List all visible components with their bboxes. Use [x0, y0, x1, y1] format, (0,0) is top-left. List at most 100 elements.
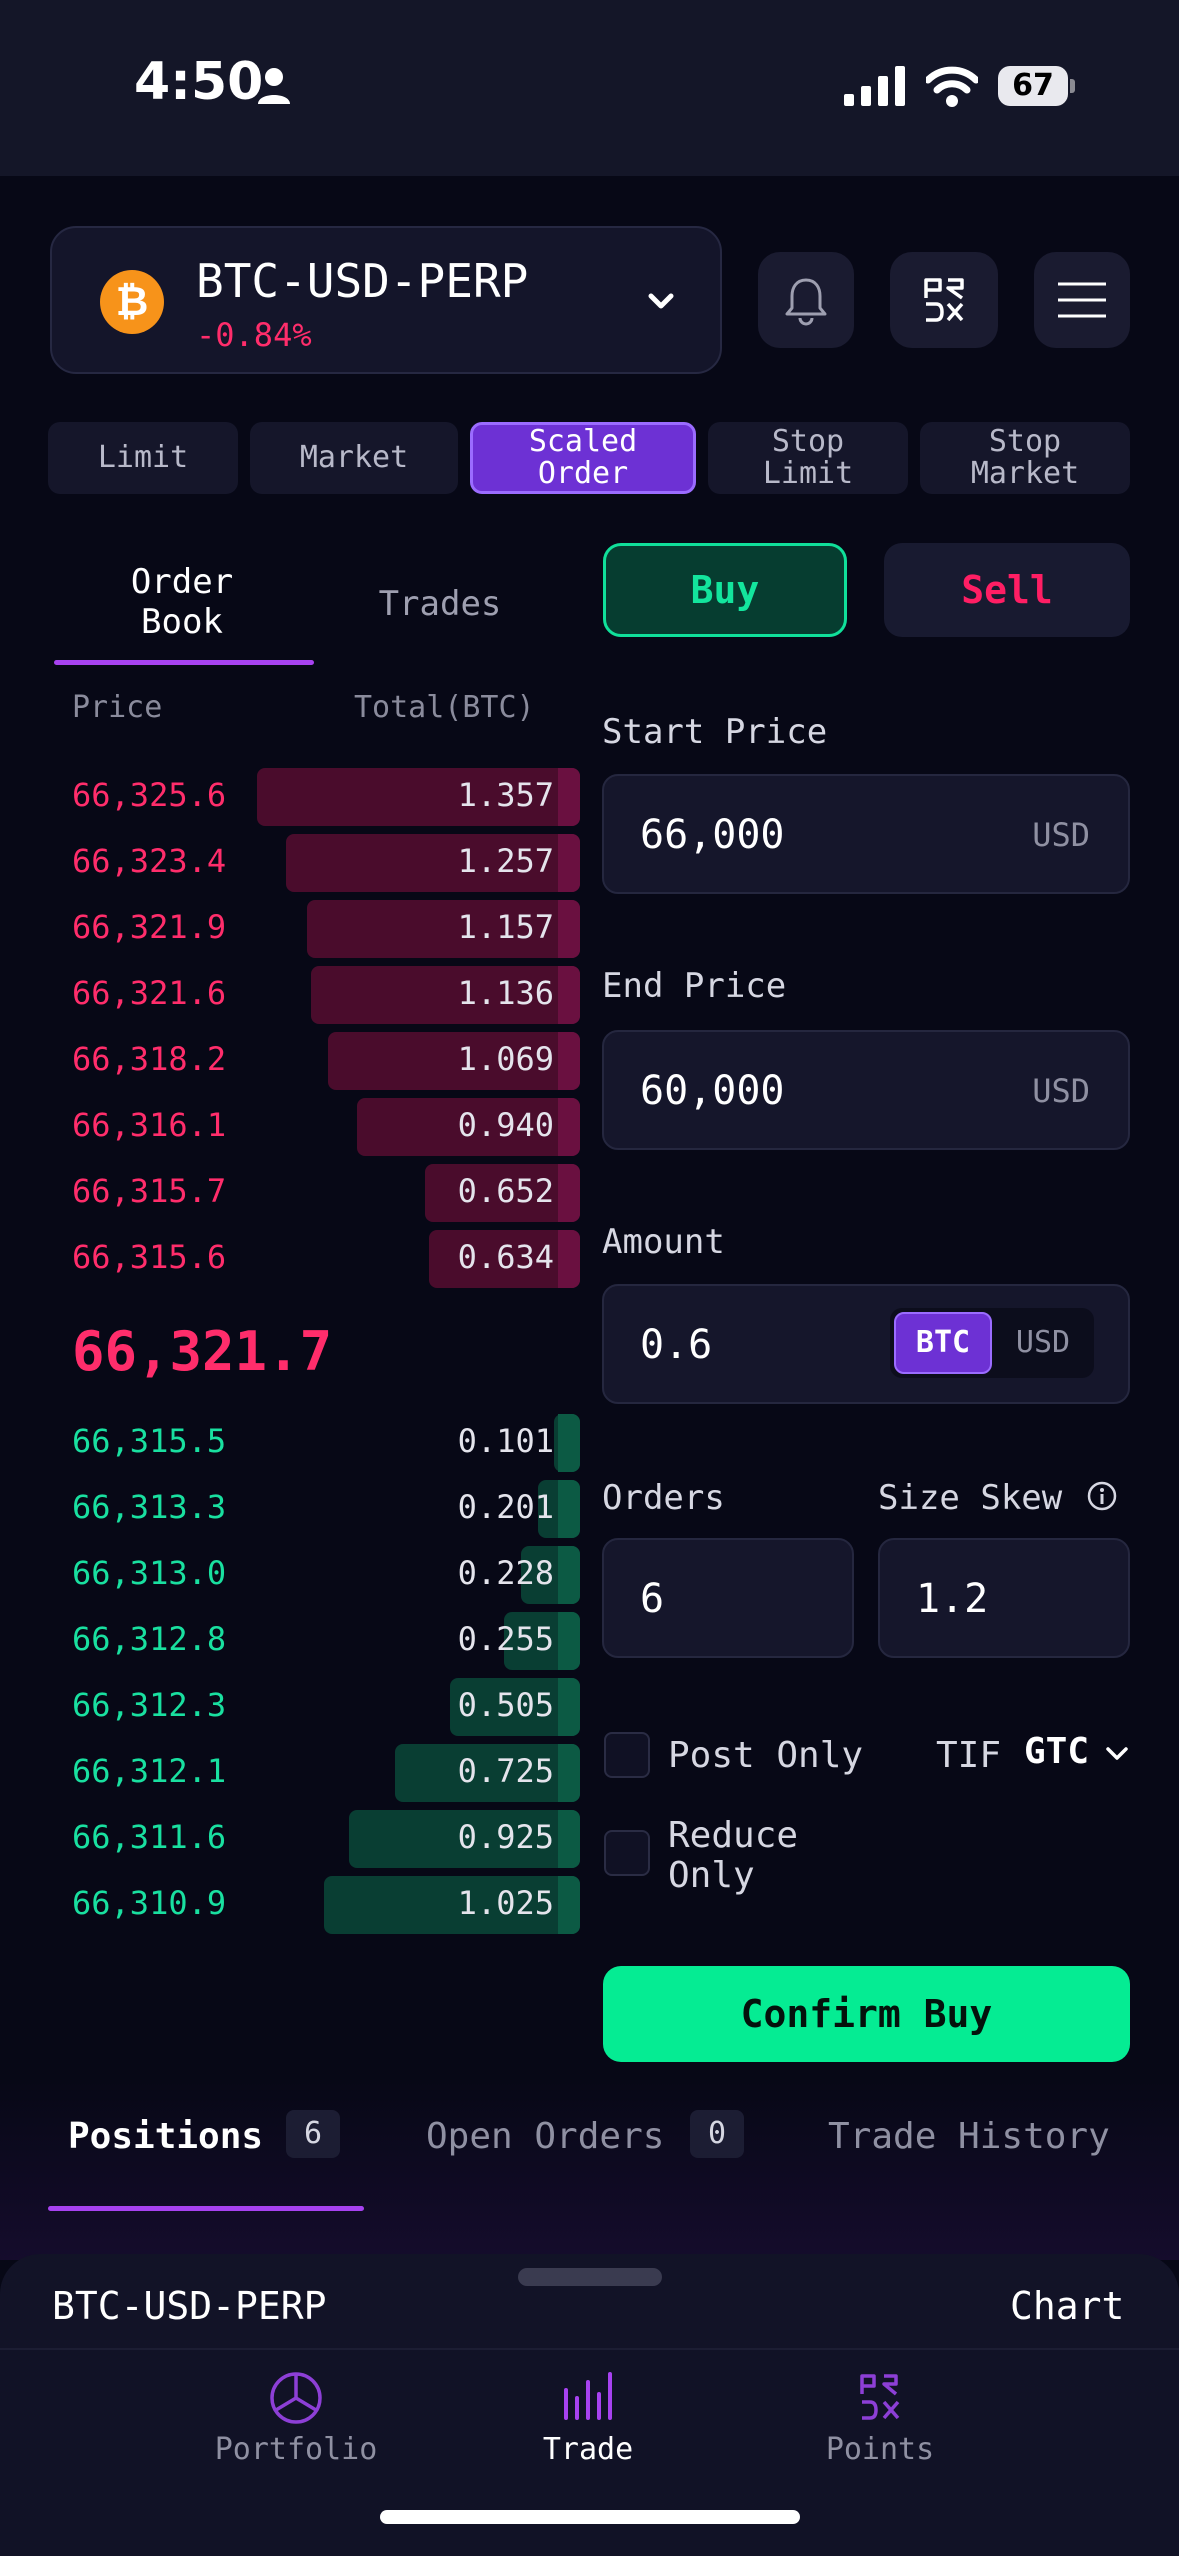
market-selector[interactable]: ₿ BTC-USD-PERP -0.84% [50, 226, 722, 374]
wifi-icon [926, 66, 978, 107]
row-total: 1.257 [457, 842, 554, 880]
open-orders-count-badge: 0 [690, 2110, 744, 2158]
ask-row[interactable]: 66,318.2 1.069 [60, 1030, 580, 1092]
depth-bar [257, 768, 580, 826]
row-price: 66,315.5 [72, 1422, 227, 1460]
menu-button[interactable] [1034, 252, 1130, 348]
tab-positions-underline [48, 2206, 364, 2211]
prdx-logo-icon [924, 278, 964, 322]
bid-row[interactable]: 66,313.0 0.228 [60, 1544, 580, 1606]
notifications-button[interactable] [758, 252, 854, 348]
tif-select[interactable]: GTC [1024, 1732, 1134, 1780]
sheet-drag-handle[interactable] [518, 2268, 662, 2286]
market-change: -0.84% [196, 316, 312, 354]
buy-button[interactable]: Buy [603, 543, 847, 637]
sell-button[interactable]: Sell [884, 543, 1130, 637]
orders-input[interactable]: 6 [602, 1538, 854, 1658]
depth-bar-accent [558, 834, 580, 892]
bid-row[interactable]: 66,312.1 0.725 [60, 1742, 580, 1804]
depth-bar-accent [558, 1480, 580, 1538]
tab-trades[interactable]: Trades [378, 584, 502, 624]
nav-trade[interactable]: Trade [478, 2370, 698, 2467]
prdx-button[interactable] [890, 252, 998, 348]
row-total: 1.157 [457, 908, 554, 946]
amount-unit-toggle[interactable]: BTC USD [890, 1308, 1094, 1378]
end-price-input[interactable]: 60,000 USD [602, 1030, 1130, 1150]
row-price: 66,323.4 [72, 842, 227, 880]
amount-value: 0.6 [640, 1322, 713, 1368]
depth-bar-accent [558, 1164, 580, 1222]
nav-points[interactable]: Points [770, 2370, 990, 2467]
chart-button[interactable]: Chart [1010, 2284, 1125, 2328]
row-total: 0.634 [457, 1238, 554, 1276]
size-skew-input[interactable]: 1.2 [878, 1538, 1130, 1658]
row-total: 1.025 [457, 1884, 554, 1922]
tab-order-book-underline [54, 660, 314, 665]
row-total: 1.136 [457, 974, 554, 1012]
ask-row[interactable]: 66,321.9 1.157 [60, 898, 580, 960]
unit-btc-option[interactable]: BTC [894, 1312, 992, 1374]
tab-trade-history[interactable]: Trade History [828, 2116, 1110, 2157]
status-time: 4:50 [134, 52, 264, 112]
depth-bar-accent [558, 900, 580, 958]
start-price-input[interactable]: 66,000 USD [602, 774, 1130, 894]
row-price: 66,313.3 [72, 1488, 227, 1526]
tab-order-book[interactable]: Order Book [130, 562, 234, 642]
mid-price: 66,321.7 [72, 1320, 333, 1383]
depth-bar-accent [558, 1546, 580, 1604]
row-price: 66,310.9 [72, 1884, 227, 1922]
row-total: 0.652 [457, 1172, 554, 1210]
row-total: 0.940 [457, 1106, 554, 1144]
unit-usd-option[interactable]: USD [1015, 1325, 1071, 1360]
bid-row[interactable]: 66,311.6 0.925 [60, 1808, 580, 1870]
end-price-label: End Price [602, 966, 787, 1006]
row-price: 66,321.6 [72, 974, 227, 1012]
post-only-checkbox[interactable] [604, 1732, 650, 1778]
depth-bar [349, 1810, 580, 1868]
order-type-stop-limit[interactable]: Stop Limit [708, 422, 908, 494]
positions-count-badge: 6 [286, 2110, 340, 2158]
battery-level: 67 [998, 66, 1068, 106]
order-type-limit[interactable]: Limit [48, 422, 238, 494]
depth-bar [324, 1876, 580, 1934]
amount-input[interactable]: 0.6 BTC USD [602, 1284, 1130, 1404]
depth-bar-accent [558, 1744, 580, 1802]
info-icon[interactable] [1086, 1480, 1118, 1512]
ask-row[interactable]: 66,315.6 0.634 [60, 1228, 580, 1290]
ask-row[interactable]: 66,316.1 0.940 [60, 1096, 580, 1158]
status-bar [0, 0, 1179, 176]
row-total: 0.725 [457, 1752, 554, 1790]
depth-bar-accent [558, 1612, 580, 1670]
ask-row[interactable]: 66,323.4 1.257 [60, 832, 580, 894]
row-total: 0.255 [457, 1620, 554, 1658]
ask-row[interactable]: 66,315.7 0.652 [60, 1162, 580, 1224]
order-type-stop-market[interactable]: Stop Market [920, 422, 1130, 494]
bid-row[interactable]: 66,315.5 0.101 [60, 1412, 580, 1474]
nav-portfolio[interactable]: Portfolio [186, 2370, 406, 2467]
bid-row[interactable]: 66,313.3 0.201 [60, 1478, 580, 1540]
row-total: 0.201 [457, 1488, 554, 1526]
row-price: 66,318.2 [72, 1040, 227, 1078]
tab-open-orders[interactable]: Open Orders [426, 2116, 665, 2157]
reduce-only-checkbox[interactable] [604, 1830, 650, 1876]
ask-row[interactable]: 66,325.6 1.357 [60, 766, 580, 828]
end-price-unit: USD [1032, 1072, 1090, 1110]
order-type-scaled[interactable]: Scaled Order [470, 422, 696, 494]
depth-bar-accent [558, 768, 580, 826]
pie-chart-icon [270, 2372, 322, 2424]
bid-row[interactable]: 66,310.9 1.025 [60, 1874, 580, 1936]
order-type-market[interactable]: Market [250, 422, 458, 494]
tab-positions[interactable]: Positions [68, 2116, 264, 2157]
row-total: 0.505 [457, 1686, 554, 1724]
depth-bar-accent [558, 1230, 580, 1288]
ask-row[interactable]: 66,321.6 1.136 [60, 964, 580, 1026]
home-indicator [380, 2510, 800, 2524]
bid-row[interactable]: 66,312.3 0.505 [60, 1676, 580, 1738]
bottom-tabs-background [0, 2080, 1179, 2260]
bid-row[interactable]: 66,312.8 0.255 [60, 1610, 580, 1672]
confirm-buy-button[interactable]: Confirm Buy [603, 1966, 1130, 2062]
row-price: 66,316.1 [72, 1106, 227, 1144]
row-price: 66,321.9 [72, 908, 227, 946]
row-total: 1.069 [457, 1040, 554, 1078]
start-price-value: 66,000 [640, 812, 785, 858]
